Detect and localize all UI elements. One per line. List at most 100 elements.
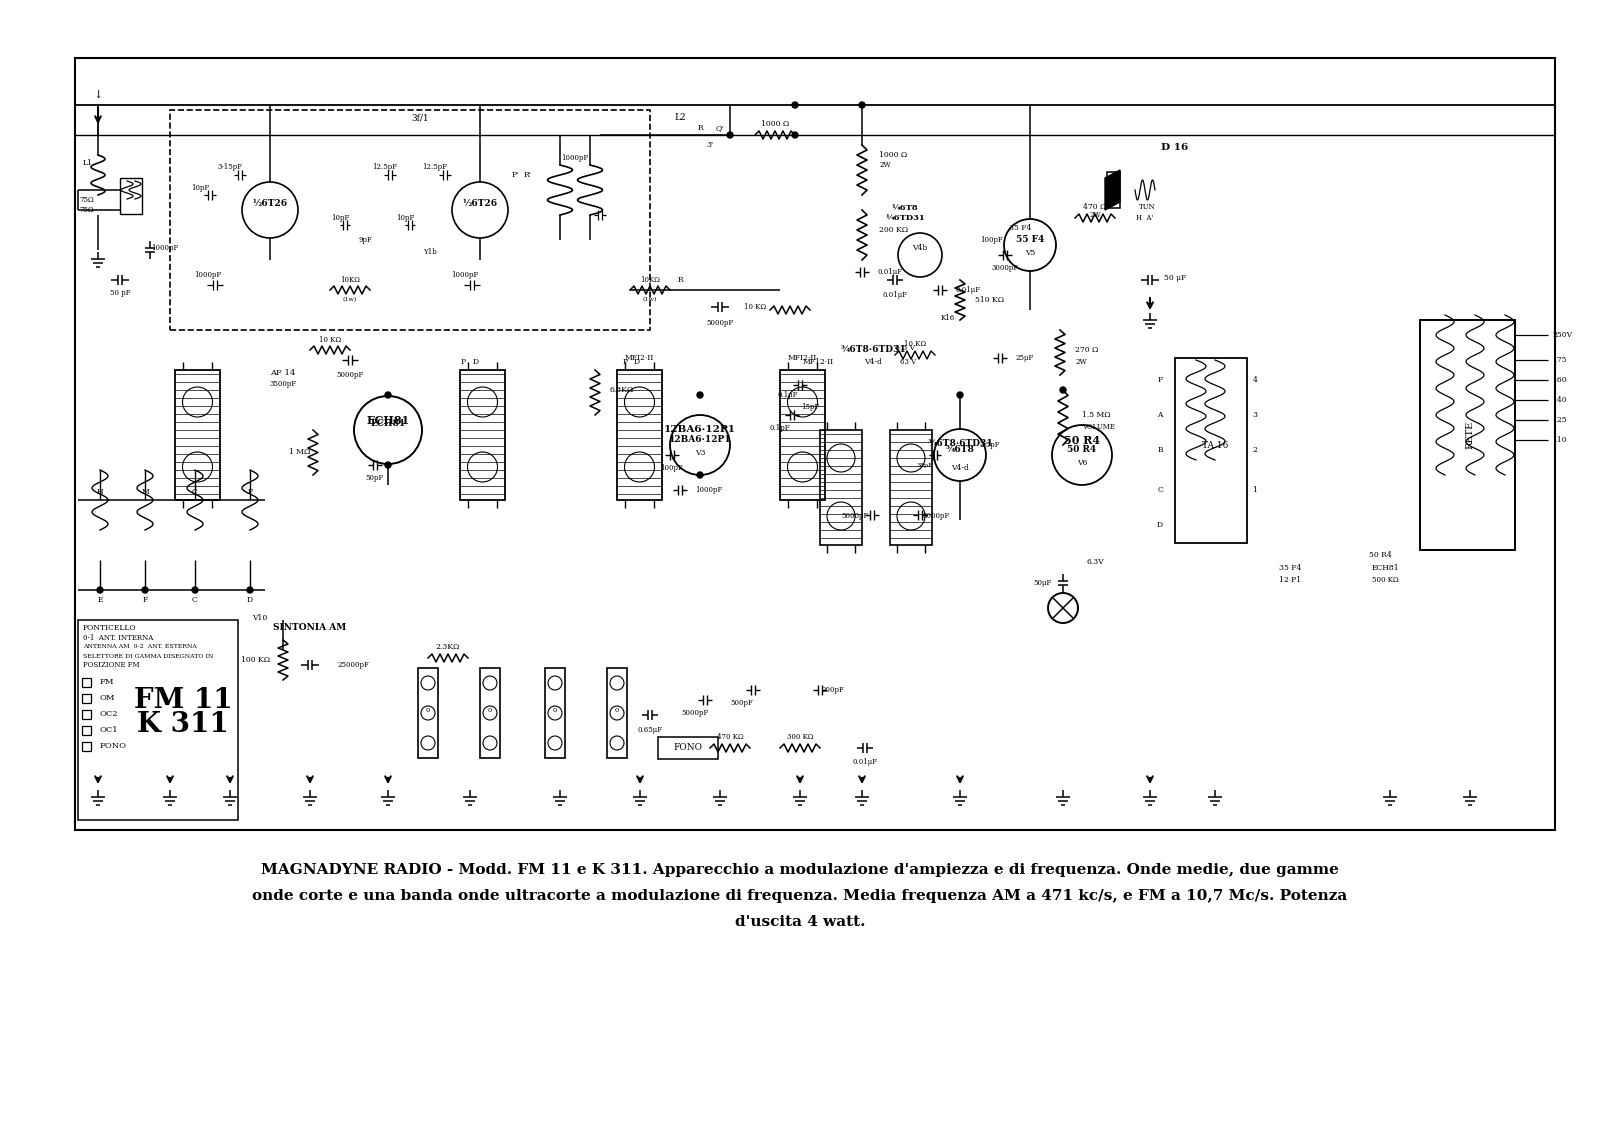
Text: R: R: [677, 276, 683, 284]
Bar: [618, 370, 662, 500]
Text: onde corte e una banda onde ultracorte a modulazione di frequenza. Media frequen: onde corte e una banda onde ultracorte a…: [253, 889, 1347, 903]
Text: OC1: OC1: [99, 726, 118, 734]
Text: D: D: [1157, 521, 1163, 529]
Text: F: F: [142, 596, 147, 604]
Text: 3': 3': [707, 141, 714, 149]
Bar: [82, 694, 91, 703]
Text: R': R': [525, 171, 531, 179]
Text: 10pF: 10pF: [331, 214, 349, 222]
Text: 3-15pF: 3-15pF: [218, 163, 243, 171]
Text: 4: 4: [1253, 375, 1258, 385]
Circle shape: [957, 392, 963, 398]
Text: 300 KΩ: 300 KΩ: [787, 733, 813, 741]
Text: 2W: 2W: [1090, 211, 1101, 219]
Text: 140: 140: [1552, 396, 1566, 404]
Text: 510 KΩ: 510 KΩ: [974, 296, 1005, 304]
Text: 50 μF: 50 μF: [1165, 274, 1186, 282]
Text: TA 16: TA 16: [1202, 440, 1229, 449]
Text: 12BA6·12P1: 12BA6·12P1: [669, 434, 731, 443]
Text: 2.5pF: 2.5pF: [979, 441, 1000, 449]
Bar: [174, 370, 221, 500]
Text: P: P: [461, 359, 466, 366]
Text: L2: L2: [674, 113, 686, 122]
Text: L1: L1: [82, 159, 93, 167]
Text: o: o: [488, 706, 493, 714]
Bar: [1107, 172, 1120, 208]
Text: H: H: [96, 487, 104, 497]
Text: 2: 2: [1253, 446, 1258, 454]
Text: 12BA6·12P1: 12BA6·12P1: [664, 425, 736, 434]
Text: ECH81: ECH81: [370, 420, 406, 429]
Text: P: P: [622, 359, 627, 366]
Text: 5000pF: 5000pF: [842, 512, 869, 520]
Text: 110: 110: [1552, 435, 1566, 444]
Text: (1w): (1w): [342, 297, 357, 303]
Text: 75Ω: 75Ω: [80, 196, 94, 204]
Text: V3: V3: [694, 449, 706, 457]
Text: 100 KΩ: 100 KΩ: [242, 656, 270, 664]
Text: 200 KΩ: 200 KΩ: [878, 226, 909, 234]
Text: 25μF: 25μF: [1016, 354, 1034, 362]
Text: OC2: OC2: [99, 710, 118, 718]
Text: o: o: [426, 706, 430, 714]
Bar: [819, 430, 862, 545]
Text: 250V: 250V: [1552, 331, 1573, 339]
Text: 10 KΩ: 10 KΩ: [744, 303, 766, 311]
Text: ½6T26: ½6T26: [253, 199, 288, 208]
Text: FONO: FONO: [674, 743, 702, 752]
Text: 100pF: 100pF: [981, 236, 1003, 244]
Text: 10pF: 10pF: [190, 184, 210, 192]
Text: ¾6T8·6TD31: ¾6T8·6TD31: [926, 439, 994, 448]
Text: ECH81: ECH81: [1371, 564, 1398, 572]
Bar: [418, 668, 438, 758]
Bar: [1174, 359, 1246, 543]
Bar: [890, 430, 931, 545]
Text: 2W: 2W: [878, 161, 891, 169]
Text: MF12·II: MF12·II: [803, 359, 834, 366]
Text: 15pF: 15pF: [802, 403, 819, 411]
Text: 55 F4: 55 F4: [1016, 234, 1045, 243]
Text: 63 V: 63 V: [899, 359, 917, 366]
Text: 500pF: 500pF: [731, 699, 754, 707]
Text: V4b: V4b: [912, 244, 928, 252]
Circle shape: [386, 461, 390, 468]
Text: PONTICELLO: PONTICELLO: [83, 624, 136, 632]
Text: ANTENNA AM  0-2  ANT. ESTERNA: ANTENNA AM 0-2 ANT. ESTERNA: [83, 645, 197, 649]
Text: 6.3 V: 6.3 V: [894, 344, 915, 352]
Text: 50 R4: 50 R4: [1368, 551, 1392, 559]
Circle shape: [142, 587, 147, 593]
Text: 6.3V: 6.3V: [1086, 558, 1104, 566]
Circle shape: [1059, 387, 1066, 392]
Text: V4-d: V4-d: [950, 464, 970, 472]
Text: 1000 Ω: 1000 Ω: [878, 152, 907, 159]
Bar: [606, 668, 627, 758]
Circle shape: [192, 587, 198, 593]
Text: o: o: [614, 706, 619, 714]
Text: 270 Ω: 270 Ω: [1075, 346, 1098, 354]
Circle shape: [726, 132, 733, 138]
Text: 10pF: 10pF: [395, 214, 414, 222]
Text: 6.8KΩ: 6.8KΩ: [610, 386, 634, 394]
Text: 1000pF: 1000pF: [451, 271, 478, 279]
Text: D: D: [634, 359, 640, 366]
Text: 10KΩ: 10KΩ: [640, 276, 659, 284]
Text: POSIZIONE FM: POSIZIONE FM: [83, 661, 139, 670]
Bar: [480, 668, 499, 758]
Text: 0-1  ANT. INTERNA: 0-1 ANT. INTERNA: [83, 634, 154, 642]
Text: TUN: TUN: [1139, 202, 1155, 211]
Text: K 311: K 311: [138, 710, 229, 737]
Text: 3f/1: 3f/1: [411, 113, 429, 122]
Text: 1000pF: 1000pF: [194, 271, 222, 279]
Text: C: C: [192, 596, 198, 604]
Text: E: E: [98, 596, 102, 604]
Text: 1 MΩ: 1 MΩ: [290, 448, 310, 456]
Text: 100pF: 100pF: [661, 464, 683, 472]
Text: 1000 Ω: 1000 Ω: [762, 120, 789, 128]
Text: SINTONIA AM: SINTONIA AM: [274, 623, 347, 632]
Text: 10 KΩ: 10 KΩ: [318, 336, 341, 344]
Text: P': P': [512, 171, 518, 179]
Bar: [78, 620, 238, 820]
Text: ¼6T8: ¼6T8: [891, 204, 918, 211]
Text: Q': Q': [715, 124, 725, 132]
Bar: [120, 178, 142, 214]
